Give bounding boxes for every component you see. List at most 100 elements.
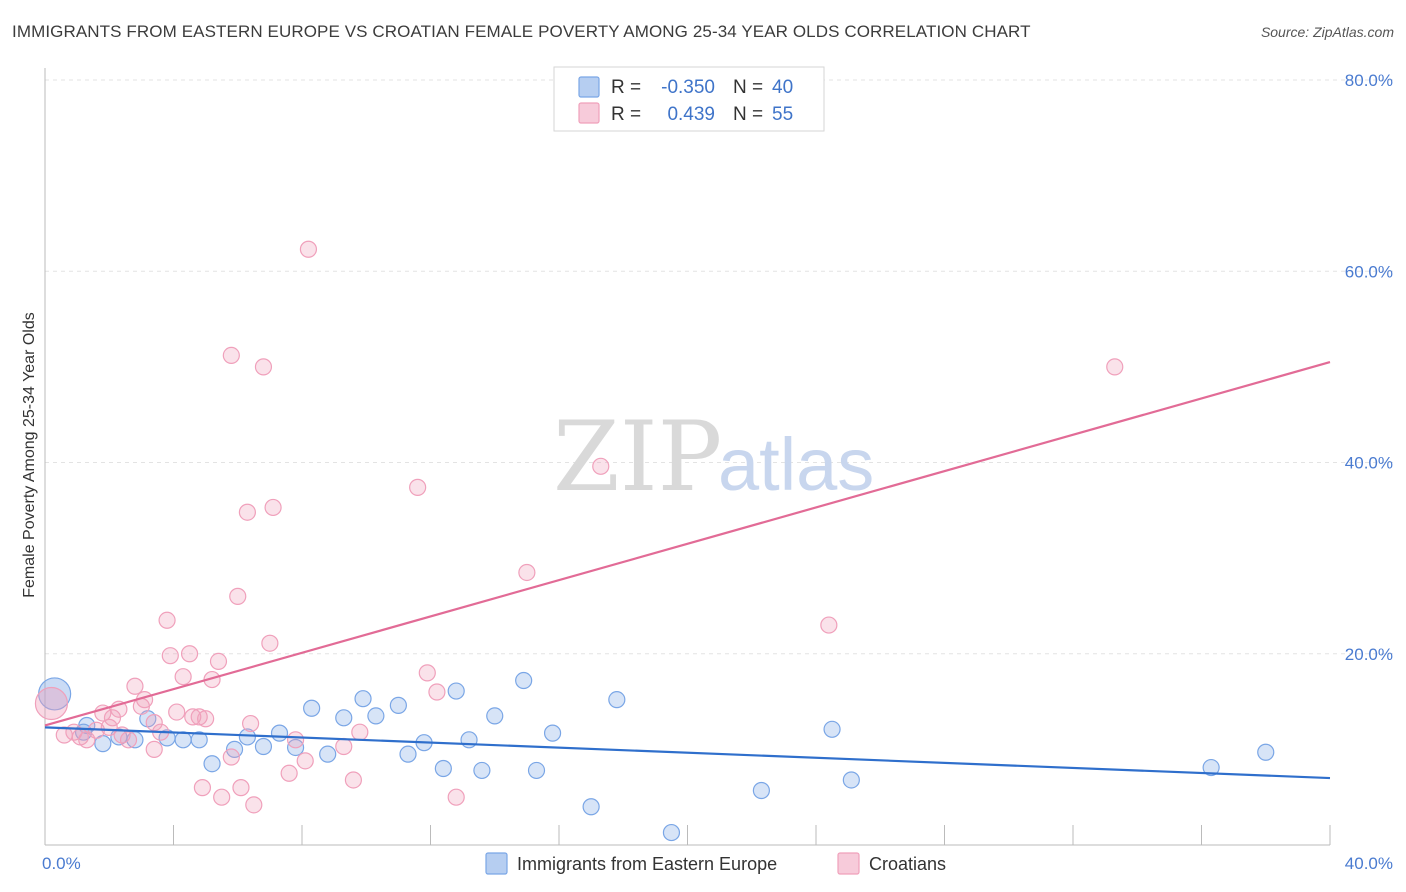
point-croatians (213, 788, 231, 806)
point-eastern-europe (1257, 743, 1275, 761)
point-eastern-europe (399, 745, 417, 763)
point-croatians (351, 723, 369, 741)
point-eastern-europe (190, 731, 208, 749)
point-eastern-europe (238, 728, 256, 746)
point-eastern-europe (582, 798, 600, 816)
point-eastern-europe (270, 724, 289, 742)
point-croatians (245, 796, 263, 814)
y-tick-label: 40.0% (1345, 454, 1393, 473)
series-legend-swatch-eastern-europe (485, 852, 508, 875)
point-croatians (296, 752, 314, 770)
point-croatians (190, 708, 208, 726)
point-croatians (280, 764, 298, 782)
point-croatians (197, 710, 215, 728)
point-eastern-europe (354, 690, 372, 708)
point-croatians (232, 779, 250, 797)
point-croatians (161, 647, 179, 665)
trend-line-croatians (44, 361, 1331, 727)
legend-r-label: R = (611, 104, 641, 125)
source-label: Source: ZipAtlas.com (1260, 24, 1394, 40)
point-eastern-europe (319, 745, 337, 763)
point-croatians (592, 457, 610, 475)
point-croatians (820, 616, 838, 634)
point-croatians (299, 240, 318, 258)
point-croatians (145, 740, 163, 758)
point-croatians (261, 634, 279, 652)
point-croatians (158, 611, 176, 629)
series-legend-label-eastern-europe: Immigrants from Eastern Europe (517, 854, 777, 874)
point-croatians (184, 708, 202, 726)
scatter-points (34, 240, 1275, 842)
point-croatians (174, 668, 192, 686)
stats-legend: R = -0.350 N = 40 R = 0.439 N = 55 (553, 66, 825, 132)
x-tick-label: 0.0% (42, 854, 81, 873)
point-eastern-europe (367, 707, 385, 725)
x-tick-label: 40.0% (1345, 854, 1393, 873)
point-croatians (222, 748, 240, 766)
point-eastern-europe (515, 671, 533, 690)
point-croatians (344, 771, 362, 789)
point-croatians (168, 703, 186, 721)
point-eastern-europe (823, 720, 841, 738)
point-croatians (418, 664, 436, 682)
trend-lines (44, 361, 1331, 780)
point-croatians (335, 737, 353, 756)
point-eastern-europe (1202, 758, 1220, 777)
point-eastern-europe (303, 699, 321, 717)
point-eastern-europe (434, 759, 452, 778)
legend-n-label: N = (733, 77, 763, 98)
point-croatians (409, 478, 427, 496)
point-croatians (193, 779, 212, 797)
y-tick-labels: 20.0% 40.0% 60.0% 80.0% (1345, 71, 1393, 664)
point-eastern-europe (473, 761, 491, 780)
point-eastern-europe (752, 781, 770, 800)
point-eastern-europe (174, 731, 192, 749)
point-eastern-europe (335, 709, 353, 727)
point-croatians (1106, 358, 1124, 376)
point-eastern-europe (608, 691, 626, 709)
legend-swatch-eastern-europe (578, 76, 600, 98)
point-eastern-europe (543, 724, 562, 742)
point-croatians (209, 652, 228, 671)
y-tick-label: 20.0% (1345, 645, 1393, 664)
point-croatians (264, 498, 282, 517)
point-eastern-europe (389, 696, 407, 714)
point-eastern-europe (662, 823, 681, 842)
trend-line-eastern-europe (44, 726, 1331, 780)
point-croatians (180, 645, 199, 663)
legend-n-value-croatians: 55 (772, 104, 793, 125)
watermark: ZIP atlas (553, 401, 874, 513)
series-legend: Immigrants from Eastern Europe Croatians (485, 852, 946, 875)
point-eastern-europe (203, 755, 221, 773)
point-croatians (126, 677, 144, 695)
axes (44, 68, 1331, 846)
chart-title: IMMIGRANTS FROM EASTERN EUROPE VS CROATI… (12, 22, 1031, 41)
point-croatians (222, 346, 240, 364)
point-croatians (254, 358, 273, 376)
legend-swatch-croatians (578, 102, 600, 124)
point-croatians (286, 731, 305, 749)
point-croatians (242, 714, 260, 733)
point-croatians (100, 718, 118, 736)
point-croatians (447, 788, 465, 806)
point-croatians (428, 683, 446, 701)
legend-r-value-eastern-europe: -0.350 (661, 77, 715, 98)
watermark-atlas: atlas (718, 423, 874, 506)
series-legend-label-croatians: Croatians (869, 854, 946, 874)
grid-lines (45, 79, 1393, 655)
y-axis-label: Female Poverty Among 25-34 Year Olds (21, 312, 38, 598)
legend-n-value-eastern-europe: 40 (772, 77, 793, 98)
point-croatians (518, 563, 536, 582)
y-tick-label: 80.0% (1345, 71, 1393, 90)
x-tick-labels: 0.0% 40.0% (42, 854, 1393, 873)
legend-r-label: R = (611, 77, 641, 98)
point-eastern-europe (447, 682, 465, 700)
legend-r-value-croatians: 0.439 (667, 104, 715, 125)
point-croatians (229, 587, 247, 605)
point-croatians (103, 709, 122, 727)
point-eastern-europe (254, 737, 273, 756)
point-eastern-europe (486, 707, 504, 725)
watermark-zip: ZIP (553, 401, 722, 513)
point-croatians (34, 686, 69, 721)
